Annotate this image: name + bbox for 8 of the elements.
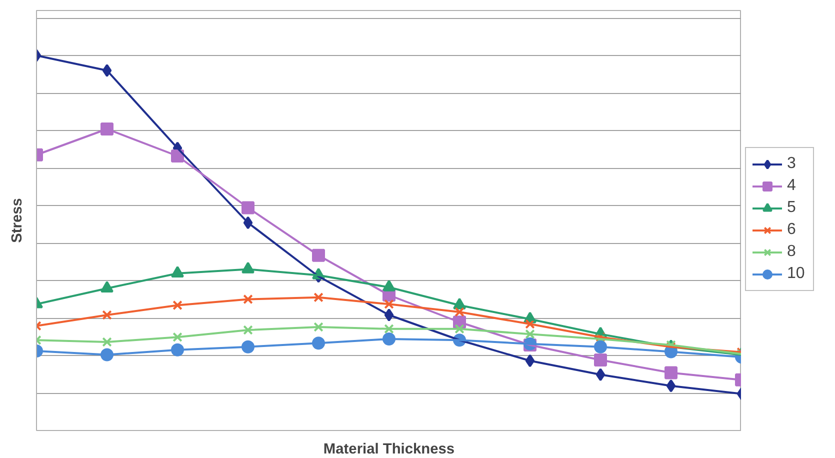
legend-label: 8 <box>787 243 797 261</box>
legend-label: 4 <box>787 177 797 195</box>
x-axis-title: Material Thickness <box>323 442 455 458</box>
legend-label: 5 <box>787 199 797 217</box>
y-axis-title: Stress <box>10 198 26 243</box>
legend-label: 10 <box>787 265 806 283</box>
legend-label: 3 <box>787 155 797 173</box>
legend-label: 6 <box>787 221 797 239</box>
